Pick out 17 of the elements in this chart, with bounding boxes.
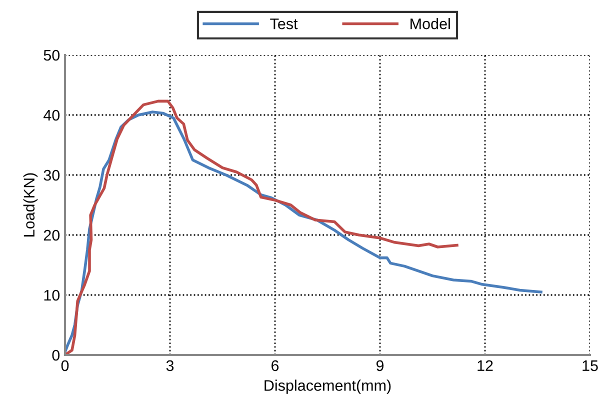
x-tick-label: 6 [272,360,279,372]
legend-label: Test [270,18,298,30]
x-axis-title: Displacement(mm) [264,380,391,394]
legend-label: Model [410,18,450,30]
y-tick-label: 50 [44,50,60,61]
x-tick-label: 3 [166,360,174,372]
x-tick-label: 0 [61,360,69,372]
x-tick-label: 12 [478,360,493,371]
y-tick-label: 40 [44,110,60,121]
y-tick-label: 20 [44,230,60,241]
y-tick-label: 30 [44,170,60,181]
y-tick-label: 10 [44,290,60,301]
line-series [65,100,458,355]
y-tick-label: 0 [52,350,60,361]
x-tick-label: 15 [582,360,598,372]
x-tick-label: 9 [376,360,384,372]
y-axis-title: Load(KN) [23,173,38,236]
